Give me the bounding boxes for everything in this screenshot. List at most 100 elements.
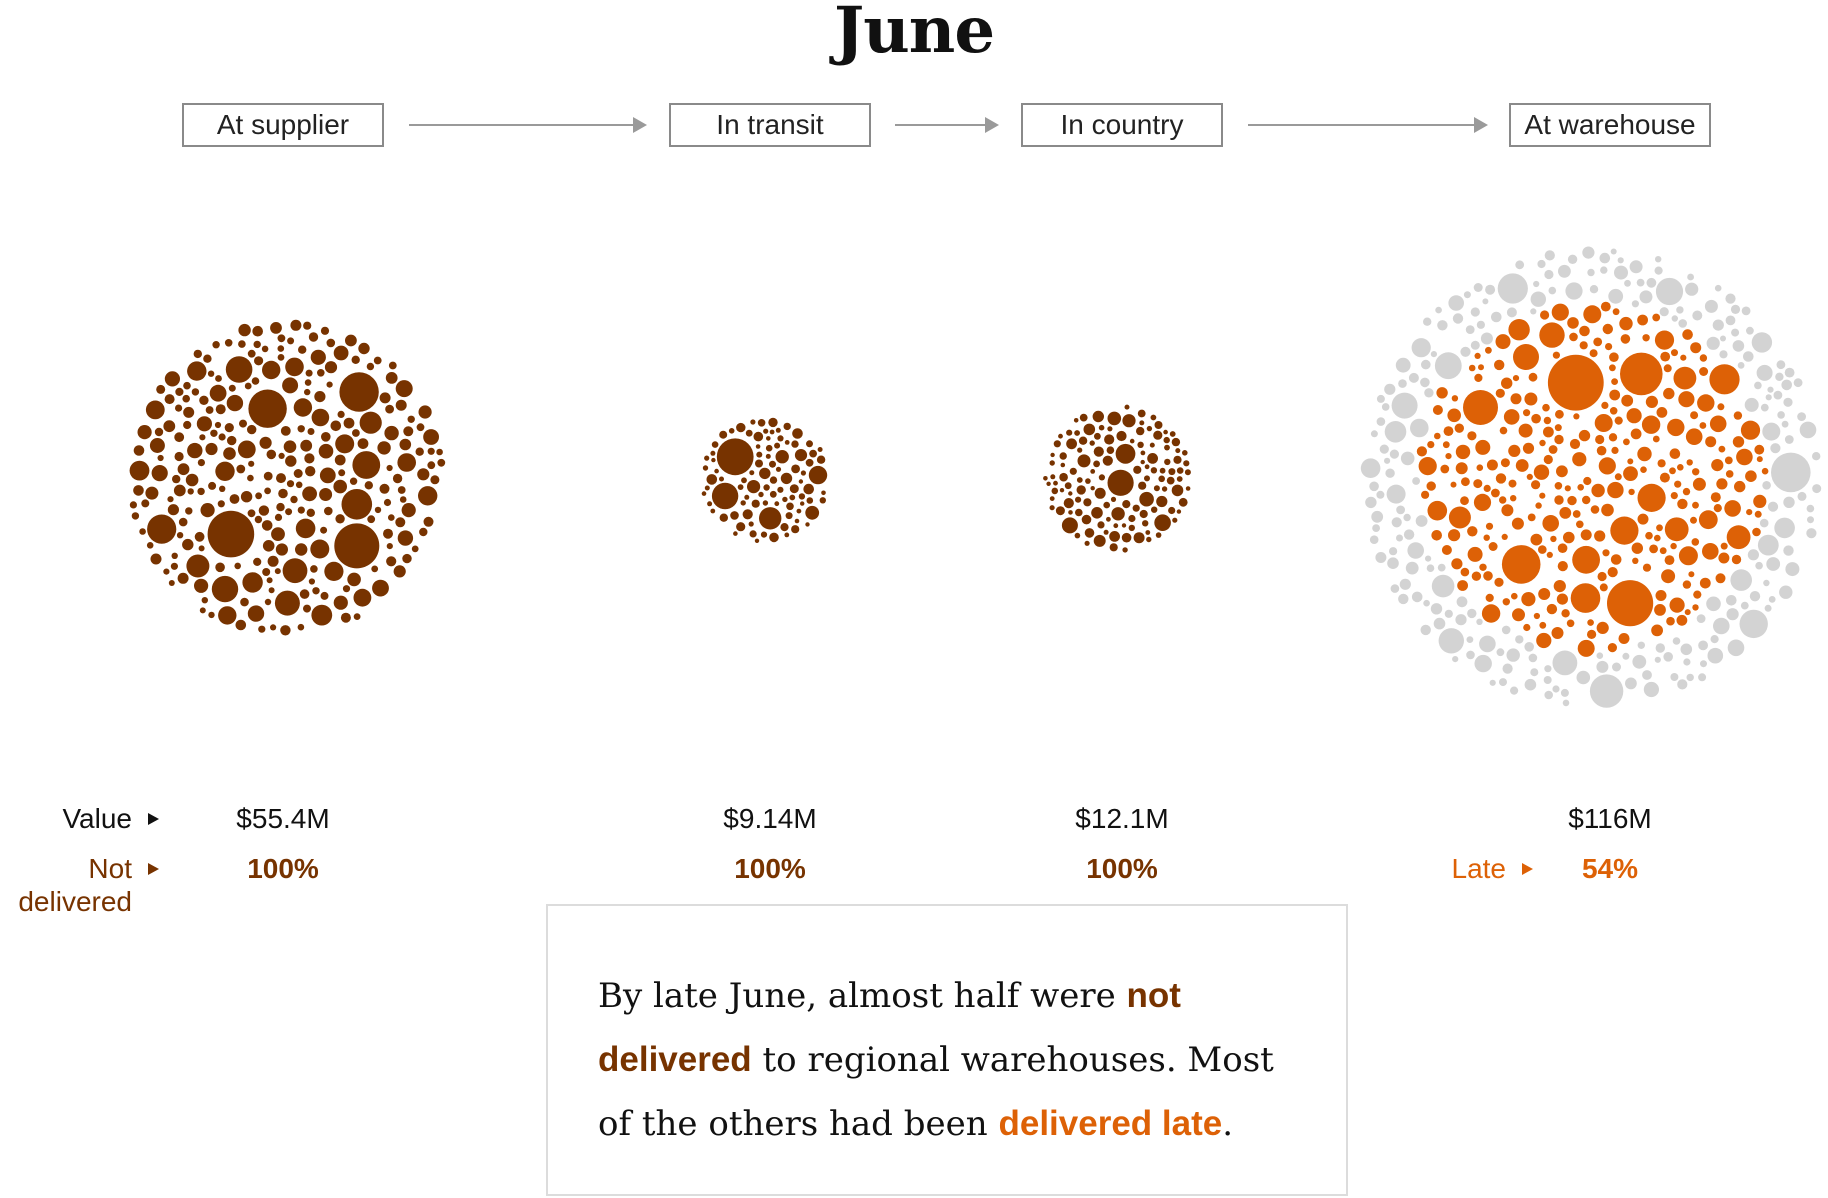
bubble-late: [1478, 364, 1484, 371]
bubble-on-time: [1625, 677, 1637, 690]
cluster-1: [701, 417, 828, 543]
bubble-not-delivered: [1093, 460, 1100, 468]
bubble-late: [1502, 598, 1511, 606]
bubble-late: [1733, 411, 1743, 420]
bubble-on-time: [1411, 591, 1423, 603]
bubble-late: [1587, 629, 1597, 640]
bubble-late: [1614, 473, 1622, 481]
value-in-transit: $9.14M: [723, 803, 817, 834]
bubble-on-time: [1783, 397, 1793, 407]
pct-in-country: 100%: [1086, 853, 1158, 884]
bubble-not-delivered: [805, 522, 810, 527]
bubble-late: [1752, 527, 1761, 537]
bubble-not-delivered: [247, 424, 257, 435]
bubble-not-delivered: [228, 384, 236, 392]
bubble-late: [1669, 467, 1676, 475]
bubble-not-delivered: [754, 538, 760, 543]
bubble-on-time: [1655, 256, 1662, 263]
bubble-late: [1674, 480, 1682, 488]
note-text-1: By late June, almost half were: [598, 976, 1127, 1016]
bubble-late: [1543, 426, 1554, 438]
bubble-not-delivered: [314, 391, 326, 403]
bubble-not-delivered: [197, 459, 205, 467]
bubble-late: [1510, 495, 1517, 502]
bubble-late: [1593, 337, 1603, 347]
bubble-not-delivered: [798, 479, 804, 484]
bubble-not-delivered: [385, 372, 398, 384]
cluster-3: [1360, 246, 1822, 708]
bubble-on-time: [1730, 569, 1752, 591]
bubble-late: [1637, 483, 1666, 512]
bubble-not-delivered: [1168, 468, 1176, 476]
bubble-not-delivered: [145, 400, 165, 420]
bubble-on-time: [1599, 252, 1611, 264]
bubble-not-delivered: [1076, 477, 1083, 483]
bubble-not-delivered: [238, 323, 251, 337]
bubble-not-delivered: [285, 357, 304, 377]
bubble-not-delivered: [777, 486, 784, 493]
bubble-not-delivered: [1085, 478, 1091, 484]
bubble-not-delivered: [311, 604, 333, 626]
bubble-not-delivered: [383, 528, 393, 539]
bubble-not-delivered: [304, 388, 311, 396]
bubble-not-delivered: [306, 508, 315, 517]
bubble-on-time: [1491, 311, 1502, 323]
bubble-late: [1418, 457, 1437, 476]
bubble-late: [1491, 488, 1500, 498]
bubble-not-delivered: [263, 471, 273, 481]
bubble-late: [1651, 624, 1663, 637]
bubble-not-delivered: [185, 507, 193, 515]
bubble-on-time: [1773, 390, 1783, 400]
bubble-late: [1539, 621, 1547, 629]
bubble-not-delivered: [252, 325, 263, 337]
bubble-on-time: [1698, 673, 1707, 682]
bubble-not-delivered: [1137, 409, 1146, 418]
bubble-not-delivered: [710, 508, 716, 514]
bubble-not-delivered: [1061, 517, 1078, 534]
bubble-late: [1483, 571, 1493, 581]
bubble-on-time: [1379, 444, 1389, 454]
bubble-late: [1594, 414, 1613, 432]
bubble-not-delivered: [1122, 500, 1131, 509]
bubble-on-time: [1743, 351, 1754, 362]
bubble-not-delivered: [303, 321, 312, 330]
bubble-on-time: [1764, 604, 1772, 612]
bubble-late: [1609, 364, 1616, 372]
bubble-not-delivered: [1103, 529, 1109, 535]
bubble-not-delivered: [349, 477, 358, 485]
bubble-late: [1709, 364, 1740, 395]
bubble-late: [1736, 448, 1753, 466]
bubble-on-time: [1760, 403, 1769, 412]
bubble-not-delivered: [295, 518, 316, 539]
bubble-not-delivered: [1074, 532, 1081, 539]
bubble-not-delivered: [1104, 434, 1115, 445]
bubble-late: [1447, 408, 1461, 423]
bubble-not-delivered: [1139, 509, 1148, 519]
bubble-late: [1579, 341, 1588, 350]
bubble-not-delivered: [719, 430, 728, 439]
bubble-not-delivered: [286, 480, 295, 488]
bubble-on-time: [1739, 609, 1768, 639]
bubble-on-time: [1425, 555, 1432, 562]
bubble-late: [1569, 332, 1578, 342]
bubble-not-delivered: [229, 494, 240, 504]
bubble-late: [1551, 627, 1564, 639]
bubble-not-delivered: [131, 512, 140, 520]
bubble-late: [1434, 432, 1441, 440]
bubble-not-delivered: [174, 432, 185, 443]
bubble-late: [1569, 438, 1581, 450]
bubble-late: [1543, 454, 1553, 465]
bubble-late: [1611, 446, 1619, 454]
bubble-not-delivered: [320, 526, 328, 534]
bubble-late: [1467, 526, 1478, 537]
bubble-late: [1691, 538, 1700, 546]
bubble-late: [1474, 373, 1483, 382]
bubble-not-delivered: [777, 435, 784, 442]
bubble-late: [1608, 433, 1618, 442]
bubble-on-time: [1719, 350, 1728, 359]
bubble-late: [1542, 515, 1559, 532]
bubble-not-delivered: [270, 322, 282, 334]
bubble-on-time: [1470, 340, 1480, 350]
bubble-late: [1640, 466, 1647, 474]
bubble-on-time: [1678, 319, 1687, 328]
